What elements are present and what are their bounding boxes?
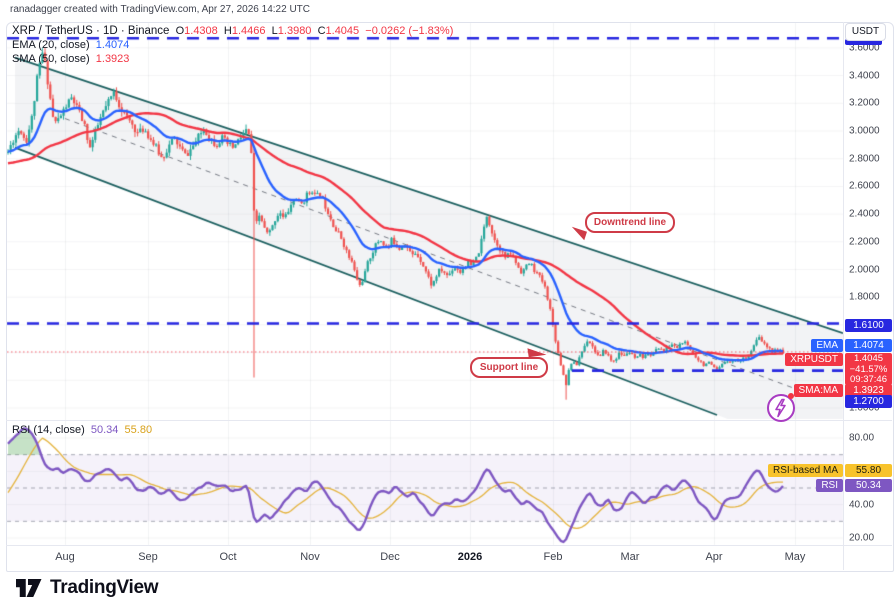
- open-value: 1.4308: [184, 25, 218, 37]
- time-tick-label: Oct: [219, 551, 237, 563]
- rsi-ma-value-badge: 55.80: [845, 464, 892, 477]
- sma-name-badge: SMA:MA: [793, 384, 843, 397]
- pane-separator[interactable]: [6, 420, 892, 421]
- support-callout[interactable]: Support line: [470, 357, 548, 378]
- time-axis-separator: [6, 545, 892, 546]
- alert-dot-icon: [788, 393, 794, 399]
- rsi-legend-label: RSI (14, close): [12, 424, 85, 436]
- downtrend-callout[interactable]: Downtrend line: [585, 212, 675, 233]
- symbol-legend[interactable]: XRP / TetherUS · 1D · Binance O1.4308 H1…: [12, 25, 453, 37]
- time-tick-label: Feb: [543, 551, 563, 563]
- sma-legend[interactable]: SMA (50, close) 1.3923: [12, 53, 129, 65]
- time-tick-label: Dec: [380, 551, 400, 563]
- rsi-tick-label: 20.00: [849, 532, 875, 544]
- rsi-legend-value: 50.34: [90, 424, 119, 436]
- price-tick-label: 2.8000: [849, 153, 880, 165]
- rsi-value-badge: 50.34: [845, 479, 892, 492]
- currency-toggle-button[interactable]: USDT: [845, 23, 886, 41]
- rsi-name-badge: RSI: [816, 479, 843, 492]
- last-price-value: 1.4045: [853, 353, 884, 364]
- last-price-badge: 1.4045 −41.57% 09:37:46: [845, 353, 892, 385]
- time-tick-label: Apr: [705, 551, 723, 563]
- open-label: O: [175, 25, 185, 37]
- bar-countdown: 09:37:46: [850, 374, 887, 385]
- symbol-title[interactable]: XRP / TetherUS · 1D · Binance: [12, 25, 170, 37]
- ema-legend-value: 1.4074: [95, 39, 130, 51]
- price-tick-label: 3.4000: [849, 70, 880, 82]
- time-tick-label: Nov: [300, 551, 320, 563]
- price-tick-label: 1.8000: [849, 291, 880, 303]
- support-price-badge: 1.2700: [845, 395, 892, 408]
- price-tick-label: 2.6000: [849, 180, 880, 192]
- rsi-tick-label: 40.00: [849, 499, 875, 511]
- low-label: L: [271, 25, 278, 37]
- rsi-tick-label: 80.00: [849, 432, 875, 444]
- time-tick-label: Mar: [620, 551, 640, 563]
- tradingview-logo-icon: [16, 579, 42, 597]
- ema-legend-label: EMA (20, close): [12, 39, 90, 51]
- price-tick-label: 1.0000: [849, 402, 880, 414]
- time-tick-label: Sep: [138, 551, 158, 563]
- ema-price-badge: 1.4074: [845, 339, 892, 352]
- change-percent-value: −41.57%: [849, 363, 888, 375]
- close-value: 1.4045: [325, 25, 360, 37]
- symbol-name-badge: XRPUSDT: [785, 353, 843, 366]
- low-value: 1.3980: [277, 25, 312, 37]
- rsi-legend[interactable]: RSI (14, close) 50.34 55.80: [12, 424, 152, 436]
- sma-legend-label: SMA (50, close): [12, 53, 90, 65]
- tradingview-logo[interactable]: TradingView: [16, 577, 159, 599]
- price-tick-label: 3.0000: [849, 125, 880, 137]
- watermark-attribution: ranadagger created with TradingView.com,…: [10, 4, 310, 15]
- time-tick-label: Aug: [55, 551, 75, 563]
- rsi-ma-name-badge: RSI-based MA: [767, 464, 843, 477]
- price-tick-label: 2.4000: [849, 208, 880, 220]
- sma-price-badge: 1.3923: [845, 384, 892, 397]
- change-value: −0.0262 (−1.83%): [365, 25, 454, 37]
- price-tick-label: 2.2000: [849, 236, 880, 248]
- close-label: C: [317, 25, 326, 37]
- price-tick-label: 3.6000: [849, 42, 880, 54]
- high-value: 1.4466: [231, 25, 266, 37]
- tradingview-logo-text: TradingView: [50, 577, 159, 598]
- time-tick-label: 2026: [457, 551, 483, 563]
- price-tick-label: 2.0000: [849, 264, 880, 275]
- high-label: H: [223, 25, 232, 37]
- sma-legend-value: 1.3923: [95, 53, 130, 65]
- ema-name-badge: EMA: [811, 339, 843, 352]
- price-tick-label: 3.2000: [849, 97, 880, 109]
- time-tick-label: May: [784, 551, 806, 563]
- resistance-top-level-badge: [845, 39, 882, 45]
- rsi-ma-legend-value: 55.80: [124, 424, 153, 436]
- resistance-price-badge: 1.6100: [845, 319, 892, 332]
- price-axis-separator: [843, 22, 844, 570]
- ema-legend[interactable]: EMA (20, close) 1.4074: [12, 39, 129, 51]
